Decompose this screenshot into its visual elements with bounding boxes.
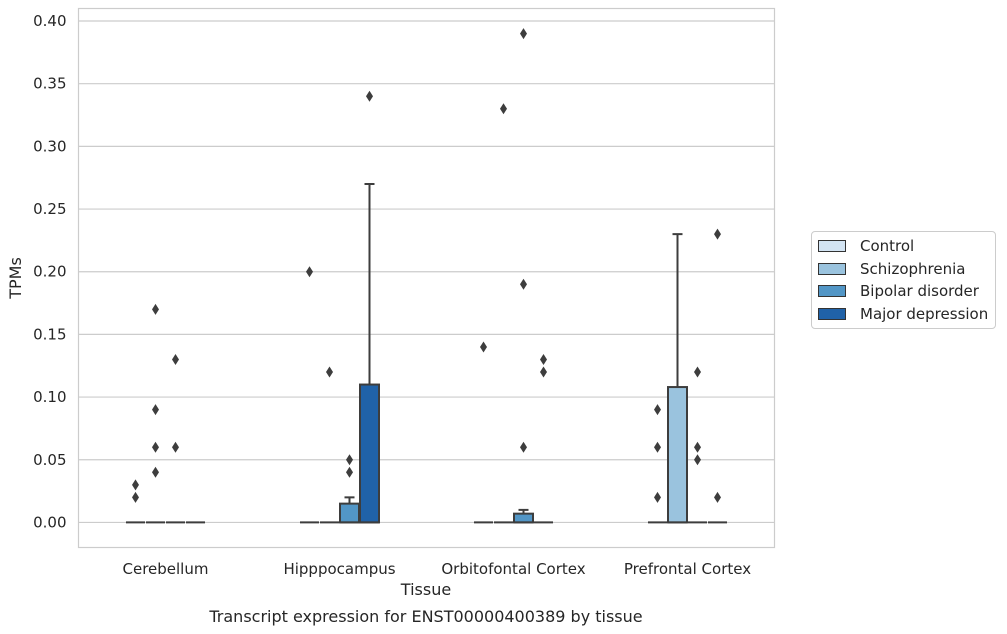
y-tick-label: 0.20 bbox=[33, 263, 66, 281]
legend-swatch-control bbox=[818, 240, 846, 253]
legend-item-control: Control bbox=[812, 235, 995, 258]
outlier-point bbox=[714, 228, 721, 240]
outlier-point bbox=[152, 404, 159, 416]
y-tick-label: 0.25 bbox=[33, 200, 66, 218]
box-2-2 bbox=[513, 508, 534, 524]
x-tick-labels: Cerebellum Hipppocampus Orbitofontal Corte… bbox=[123, 560, 752, 578]
outlier-point bbox=[172, 441, 179, 453]
outlier-point bbox=[520, 28, 527, 40]
y-tick-labels: 0.00 0.05 0.10 0.15 0.20 0.25 0.30 0.35 0.40 bbox=[33, 12, 66, 531]
legend-swatch-major-depression bbox=[818, 307, 846, 320]
legend-item-bipolar-disorder: Bipolar disorder bbox=[812, 280, 995, 303]
box-body bbox=[513, 512, 534, 524]
x-tick-label: Cerebellum bbox=[123, 560, 209, 578]
y-tick-label: 0.35 bbox=[33, 75, 66, 93]
outlier-point bbox=[152, 441, 159, 453]
outlier-point bbox=[654, 491, 661, 503]
y-tick-label: 0.05 bbox=[33, 451, 66, 469]
outlier-point bbox=[694, 366, 701, 378]
outlier-point bbox=[654, 404, 661, 416]
outlier-point bbox=[540, 366, 547, 378]
legend: Control Schizophrenia Bipolar disorder M… bbox=[811, 231, 996, 329]
outlier-point bbox=[326, 366, 333, 378]
outlier-point bbox=[152, 303, 159, 315]
outlier-point bbox=[346, 454, 353, 466]
box-1-3 bbox=[667, 233, 688, 524]
box-3-1 bbox=[359, 182, 380, 524]
outlier-point bbox=[520, 441, 527, 453]
outlier-point bbox=[346, 466, 353, 478]
outlier-point bbox=[132, 491, 139, 503]
box-2-1 bbox=[339, 496, 360, 524]
outlier-point bbox=[500, 103, 507, 115]
x-tick-label: Prefrontal Cortex bbox=[624, 560, 751, 578]
y-tick-label: 0.10 bbox=[33, 388, 66, 406]
y-tick-label: 0.15 bbox=[33, 325, 66, 343]
legend-label-control: Control bbox=[860, 237, 915, 256]
outlier-point bbox=[694, 454, 701, 466]
outlier-point bbox=[152, 466, 159, 478]
legend-label-major-depression: Major depression bbox=[860, 304, 989, 323]
plot-area-frame bbox=[77, 7, 776, 549]
x-tick-label: Orbitofontal Cortex bbox=[441, 560, 585, 578]
x-axis-title: Tissue bbox=[400, 580, 451, 599]
outlier-point bbox=[654, 441, 661, 453]
outlier-point bbox=[480, 341, 487, 353]
outlier-point bbox=[520, 278, 527, 290]
legend-swatch-schizophrenia bbox=[818, 262, 846, 275]
outlier-point bbox=[306, 266, 313, 278]
outlier-point bbox=[540, 353, 547, 365]
legend-item-major-depression: Major depression bbox=[812, 303, 995, 326]
outlier-point bbox=[132, 479, 139, 491]
legend-item-schizophrenia: Schizophrenia bbox=[812, 258, 995, 281]
y-axis-title: TPMs bbox=[6, 257, 25, 300]
boxes bbox=[126, 182, 727, 524]
legend-label-schizophrenia: Schizophrenia bbox=[860, 259, 966, 278]
outlier-point bbox=[172, 353, 179, 365]
box-body bbox=[339, 502, 360, 524]
y-tick-label: 0.40 bbox=[33, 12, 66, 30]
outlier-point bbox=[694, 441, 701, 453]
legend-swatch-bipolar-disorder bbox=[818, 285, 846, 298]
outlier-point bbox=[366, 90, 373, 102]
outlier-point bbox=[714, 491, 721, 503]
legend-label-bipolar-disorder: Bipolar disorder bbox=[860, 282, 979, 301]
box-body bbox=[667, 386, 688, 524]
box-body bbox=[359, 383, 380, 524]
x-tick-label: Hipppocampus bbox=[283, 560, 395, 578]
outlier-points bbox=[132, 28, 721, 503]
chart-caption: Transcript expression for ENST0000040038… bbox=[208, 607, 642, 626]
y-tick-label: 0.30 bbox=[33, 137, 66, 155]
y-tick-label: 0.00 bbox=[33, 513, 66, 531]
